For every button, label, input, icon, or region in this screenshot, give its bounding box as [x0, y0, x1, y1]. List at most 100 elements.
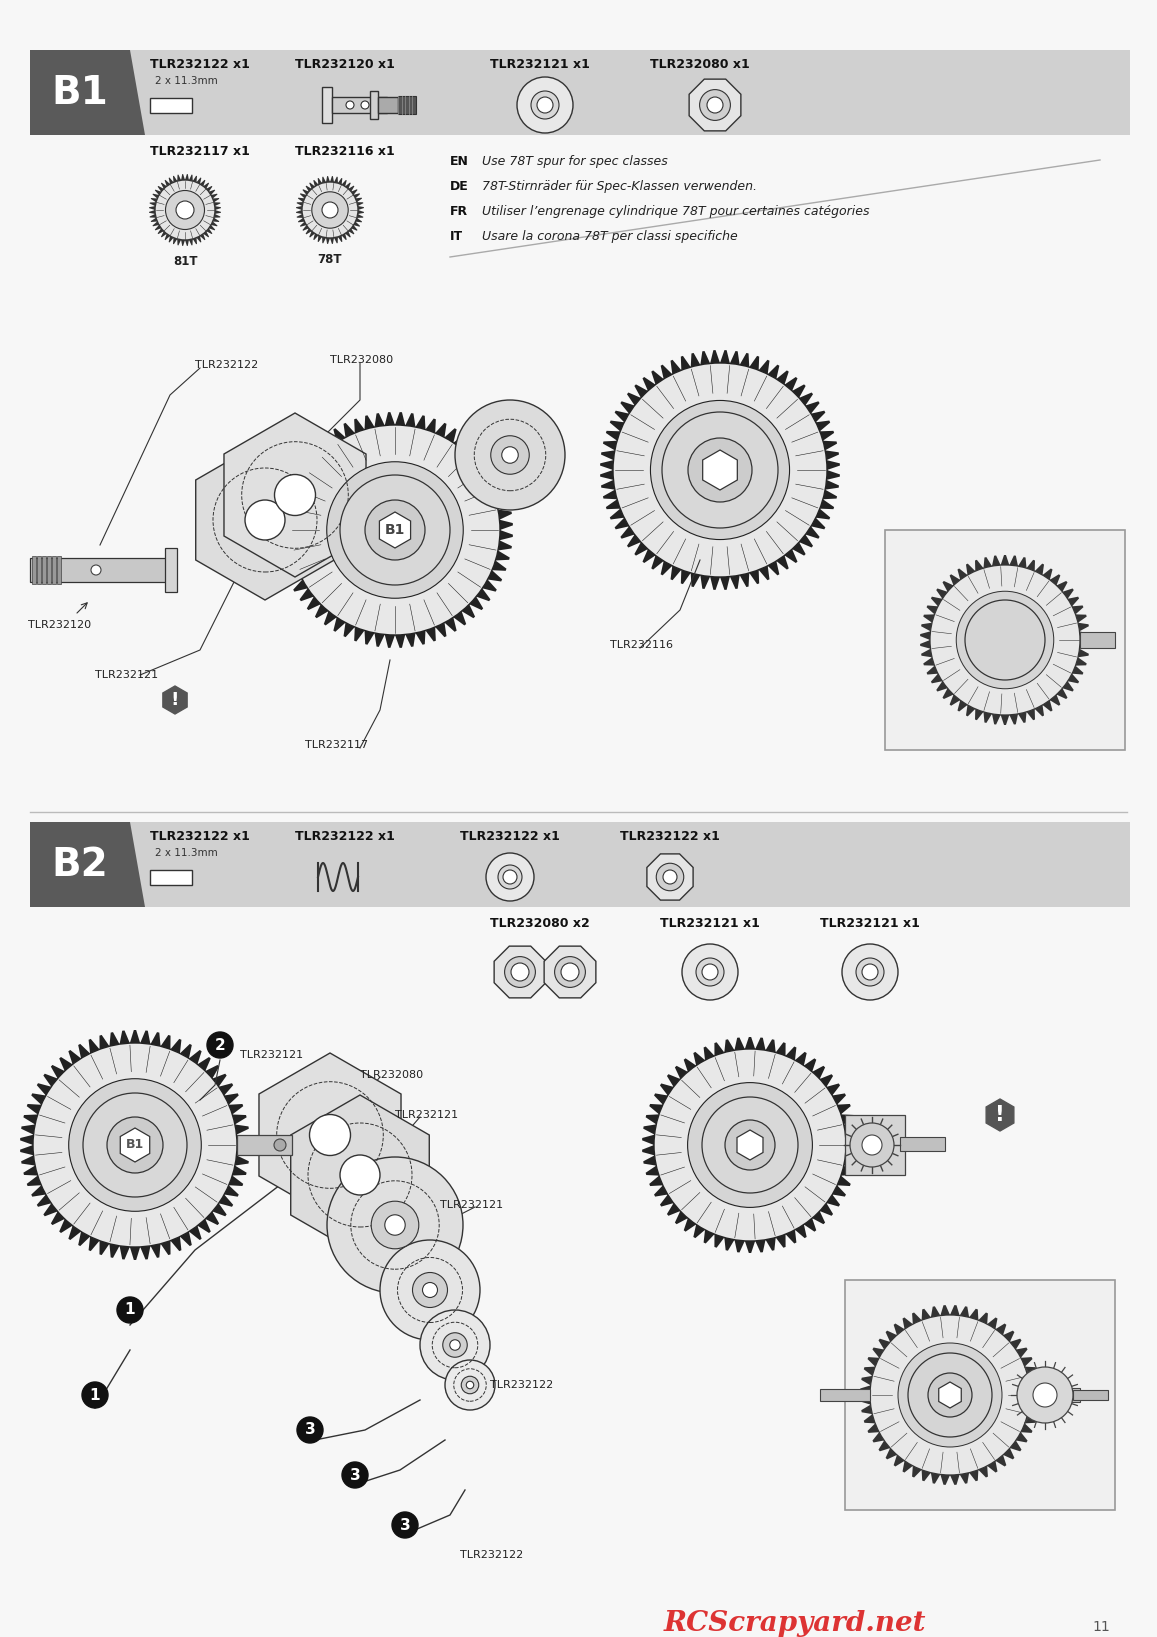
Polygon shape — [344, 622, 355, 637]
Polygon shape — [341, 180, 347, 187]
Polygon shape — [819, 1203, 833, 1216]
Polygon shape — [219, 1084, 234, 1095]
Polygon shape — [860, 1395, 870, 1405]
Polygon shape — [492, 489, 507, 499]
Text: EN: EN — [450, 156, 469, 169]
Polygon shape — [651, 555, 664, 570]
Polygon shape — [959, 1306, 970, 1318]
Polygon shape — [487, 570, 502, 581]
Circle shape — [725, 1120, 775, 1170]
Polygon shape — [922, 1308, 931, 1319]
Circle shape — [346, 101, 354, 110]
Polygon shape — [1079, 632, 1090, 640]
Polygon shape — [776, 555, 789, 570]
Polygon shape — [864, 1414, 875, 1423]
Polygon shape — [315, 604, 329, 619]
Text: 11: 11 — [1092, 1621, 1110, 1634]
Polygon shape — [603, 489, 617, 499]
Polygon shape — [544, 946, 596, 999]
Polygon shape — [189, 1049, 201, 1064]
Polygon shape — [1026, 709, 1036, 720]
Polygon shape — [200, 180, 206, 187]
Polygon shape — [435, 422, 447, 437]
Polygon shape — [950, 1305, 959, 1316]
Polygon shape — [314, 234, 318, 241]
Polygon shape — [627, 535, 641, 547]
Polygon shape — [120, 1128, 149, 1162]
Polygon shape — [296, 201, 303, 206]
Polygon shape — [43, 1074, 58, 1087]
Circle shape — [1033, 1383, 1057, 1406]
Text: TLR232080: TLR232080 — [330, 355, 393, 365]
Polygon shape — [860, 1385, 870, 1395]
Polygon shape — [68, 1226, 81, 1241]
Polygon shape — [936, 681, 948, 691]
Text: TLR232122: TLR232122 — [491, 1380, 553, 1390]
Polygon shape — [288, 570, 302, 581]
Polygon shape — [89, 1236, 100, 1251]
Polygon shape — [462, 604, 476, 619]
Text: TLR232117 x1: TLR232117 x1 — [150, 146, 250, 159]
Bar — [900, 1138, 945, 1151]
Polygon shape — [1018, 557, 1026, 568]
Circle shape — [443, 1333, 467, 1357]
Polygon shape — [1001, 715, 1009, 725]
Bar — [845, 1280, 1115, 1509]
Polygon shape — [211, 193, 218, 198]
Polygon shape — [702, 450, 737, 489]
Polygon shape — [59, 1220, 73, 1233]
Polygon shape — [477, 588, 491, 601]
Polygon shape — [950, 694, 960, 706]
Polygon shape — [671, 360, 681, 375]
Polygon shape — [793, 385, 805, 398]
Polygon shape — [931, 1473, 941, 1483]
Polygon shape — [21, 1125, 35, 1134]
Text: TLR232121 x1: TLR232121 x1 — [820, 917, 920, 930]
Bar — [150, 98, 192, 113]
Polygon shape — [482, 579, 496, 591]
Circle shape — [326, 462, 463, 598]
Polygon shape — [182, 174, 185, 180]
Text: B1: B1 — [126, 1138, 145, 1151]
Bar — [1079, 632, 1115, 648]
Polygon shape — [354, 419, 364, 434]
Bar — [37, 557, 40, 584]
Circle shape — [34, 1043, 237, 1247]
Polygon shape — [174, 175, 177, 182]
Polygon shape — [189, 175, 193, 182]
Polygon shape — [309, 182, 315, 188]
Circle shape — [340, 1156, 379, 1195]
Polygon shape — [823, 440, 837, 450]
Polygon shape — [354, 193, 360, 198]
Circle shape — [274, 1139, 286, 1151]
Text: TLR232122 x1: TLR232122 x1 — [460, 830, 560, 843]
Polygon shape — [155, 224, 161, 231]
Circle shape — [650, 401, 789, 540]
Polygon shape — [354, 221, 360, 226]
Polygon shape — [610, 421, 625, 431]
Polygon shape — [775, 1234, 786, 1247]
Circle shape — [91, 565, 101, 575]
Polygon shape — [730, 350, 739, 365]
Polygon shape — [79, 1231, 90, 1246]
Polygon shape — [992, 714, 1001, 725]
Polygon shape — [205, 1211, 219, 1224]
Circle shape — [117, 1126, 153, 1162]
Circle shape — [870, 1315, 1030, 1475]
Text: B2: B2 — [52, 845, 109, 884]
Circle shape — [274, 475, 316, 516]
Polygon shape — [1042, 701, 1053, 712]
Polygon shape — [161, 1241, 170, 1256]
Polygon shape — [1016, 1347, 1027, 1357]
Polygon shape — [693, 1224, 705, 1238]
Polygon shape — [826, 1195, 840, 1206]
Polygon shape — [149, 203, 156, 206]
Polygon shape — [739, 573, 750, 588]
Circle shape — [697, 958, 724, 985]
Polygon shape — [283, 560, 299, 571]
Polygon shape — [305, 228, 311, 234]
Text: TLR232122 x1: TLR232122 x1 — [295, 830, 395, 843]
Polygon shape — [1001, 555, 1009, 565]
Polygon shape — [768, 561, 780, 575]
Bar — [398, 97, 417, 115]
